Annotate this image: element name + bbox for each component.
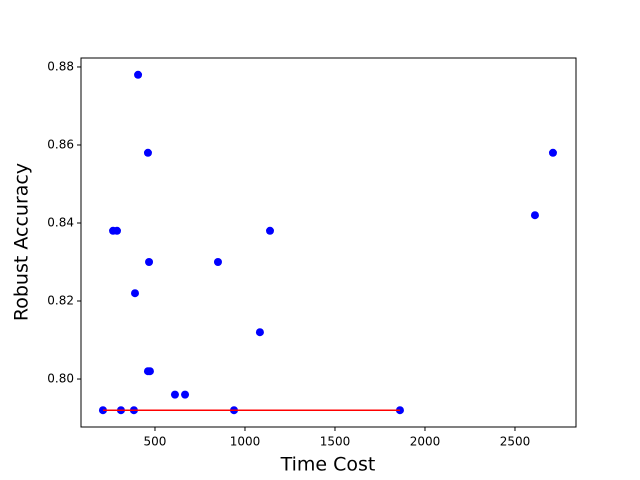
x-tick-label: 1000 [230, 435, 261, 449]
point [530, 211, 539, 220]
y-tick-label: 0.88 [47, 59, 74, 73]
x-tick-label: 500 [144, 435, 167, 449]
plot-frame [80, 57, 577, 428]
point [255, 328, 264, 337]
point [134, 70, 143, 79]
y-tick-label: 0.82 [47, 294, 74, 308]
x-tick-label: 2500 [500, 435, 531, 449]
point [145, 258, 154, 267]
y-tick-label: 0.80 [47, 372, 74, 386]
point [145, 367, 154, 376]
point [266, 226, 274, 235]
point [113, 226, 121, 235]
point [548, 148, 557, 157]
point [143, 148, 152, 157]
point [181, 390, 190, 399]
point [170, 390, 179, 399]
x-tick-label: 2000 [410, 435, 441, 449]
x-axis-label: Time Cost [280, 454, 376, 476]
x-tick-label: 1500 [320, 435, 351, 449]
y-tick-label: 0.86 [47, 137, 74, 151]
point [131, 289, 139, 298]
y-tick-label: 0.84 [47, 215, 74, 229]
point [213, 258, 222, 267]
y-axis-label: Robust Accuracy [11, 163, 33, 321]
